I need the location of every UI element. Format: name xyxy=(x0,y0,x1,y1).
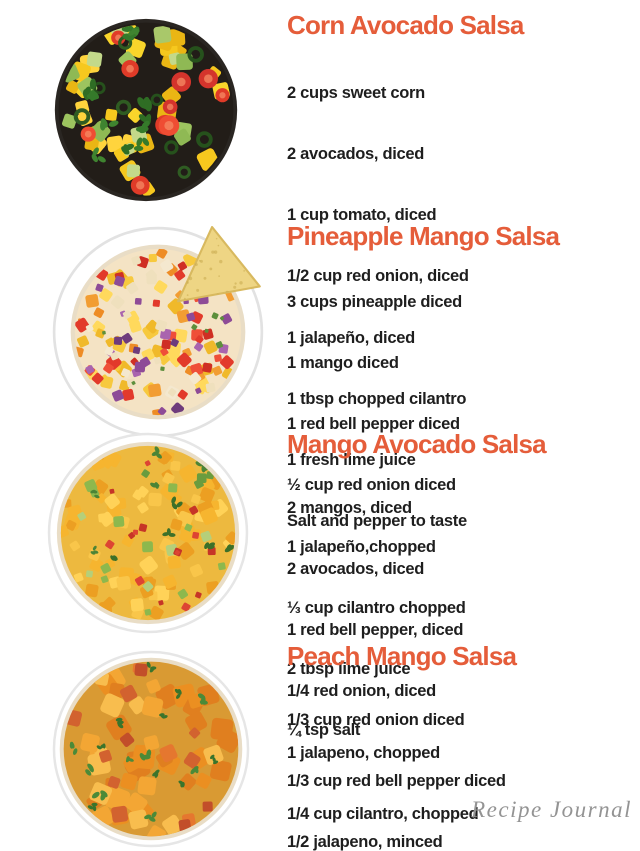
salsa-bowl-image xyxy=(54,18,238,202)
ingredient-list: 3 cups pineapple diced 1 mango diced 1 r… xyxy=(287,251,466,782)
peach-mango-salsa-photo xyxy=(48,650,254,848)
pineapple-mango-salsa-photo xyxy=(50,226,266,438)
ingredient-item: 2 avocados, diced xyxy=(287,560,425,579)
ingredient-item: 2 tbsp lime juice xyxy=(287,660,411,679)
ingredient-list: 1/3 cup red onion diced 1/3 cup red bell… xyxy=(287,669,506,851)
salsa-bowl-image xyxy=(47,432,249,634)
ingredient-item: 1 jalapeño, diced xyxy=(287,328,415,347)
ingredient-item: 3 cups pineapple diced xyxy=(287,292,462,311)
ingredient-item: 1 jalapeño,chopped xyxy=(287,537,436,556)
ingredient-item: 1 cup tomato, diced xyxy=(287,206,437,225)
ingredient-item: 1/4 red onion, diced xyxy=(287,682,436,701)
ingredient-item: 1 red bell pepper, diced xyxy=(287,621,464,640)
ingredient-item: Salt and pepper to taste xyxy=(287,512,467,531)
ingredient-item: ¼ tsp salt xyxy=(287,721,361,740)
ingredient-item: 1/3 cup red bell pepper diced xyxy=(287,772,506,791)
ingredient-item: 1/2 cup red onion, diced xyxy=(287,267,469,286)
salsa-bowl-image xyxy=(52,650,250,848)
ingredient-item: 2 avocados, diced xyxy=(287,145,425,164)
recipe-title: Mango Avocado Salsa xyxy=(287,429,547,459)
ingredient-item: 1/4 cup cilantro, chopped xyxy=(287,804,479,823)
ingredient-item: 1/2 jalapeno, minced xyxy=(287,833,443,851)
ingredient-item: 1 fresh lime juice xyxy=(287,451,416,470)
ingredient-item: ⅓ cup cilantro chopped xyxy=(287,598,466,617)
ingredient-item: 1/3 cup red onion diced xyxy=(287,710,465,729)
recipe-title: Corn Avocado Salsa xyxy=(287,10,524,40)
corn-avocado-salsa-photo xyxy=(52,14,240,206)
ingredient-item: 2 cups sweet corn xyxy=(287,83,425,102)
salsa-bowl-image xyxy=(52,226,264,438)
ingredient-item: 2 mangos, diced xyxy=(287,498,412,517)
ingredient-item: 1 mango diced xyxy=(287,354,399,373)
ingredient-item: 1 red bell pepper diced xyxy=(287,415,460,434)
ingredient-item: 1 jalapeno, chopped xyxy=(287,743,440,762)
ingredient-list: 2 cups sweet corn 2 avocados, diced 1 cu… xyxy=(287,42,469,573)
recipe-title: Pineapple Mango Salsa xyxy=(287,221,560,251)
watermark-logo: Recipe Journal xyxy=(471,797,632,822)
ingredient-list: 2 mangos, diced 2 avocados, diced 1 red … xyxy=(287,457,479,851)
mango-avocado-salsa-photo xyxy=(44,432,252,634)
recipe-title: Peach Mango Salsa xyxy=(287,641,517,671)
ingredient-item: 1 tbsp chopped cilantro xyxy=(287,389,467,408)
ingredient-item: ½ cup red onion diced xyxy=(287,476,456,495)
